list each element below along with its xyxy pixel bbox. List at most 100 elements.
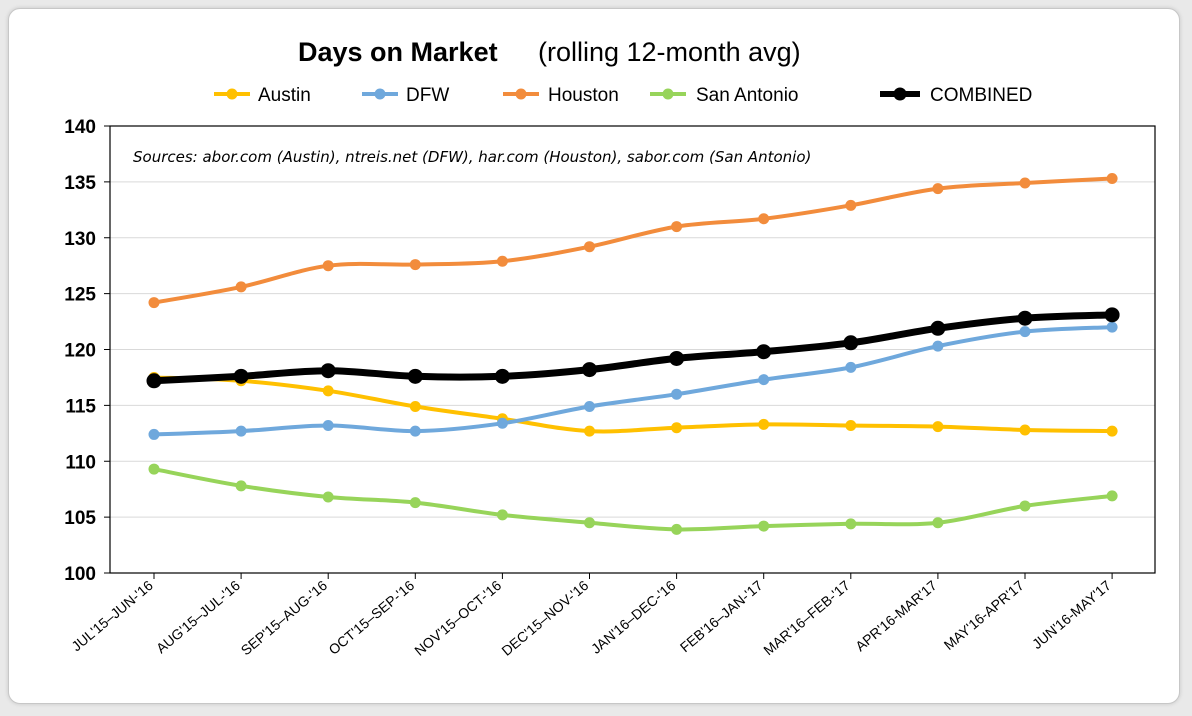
gridlines [110,181,1155,518]
data-point-houston [584,241,595,253]
data-point-san-antonio [235,480,247,492]
data-point-dfw [845,361,857,373]
y-tick-label: 140 [64,117,96,138]
data-point-houston [322,260,334,272]
data-point-houston [932,183,944,195]
legend-item-san-antonio: San Antonio [650,85,798,106]
legend-swatch-marker [662,88,674,100]
data-point-austin [1106,425,1118,437]
data-point-dfw [1019,326,1031,338]
x-tick-label: FEB'16–JAN-'17 [677,577,766,655]
data-point-austin [409,400,421,412]
data-point-san-antonio [1106,490,1118,502]
data-point-houston [235,281,247,293]
data-point-dfw [932,340,944,352]
y-tick-label: 110 [65,452,96,473]
data-point-houston [758,213,770,225]
chart-panel [8,8,1180,704]
legend-item-austin: Austin [214,85,311,106]
data-point-austin [584,425,595,437]
y-tick-label: 120 [64,341,96,362]
chart-title: Days on Market [298,37,498,67]
series-san-antonio [148,463,1118,535]
y-tick-label: 125 [64,285,96,306]
x-tick-label: APR'16-MAR'17 [852,577,940,654]
x-tick-label: JUL'15–JUN-'16 [68,577,156,654]
data-point-houston [671,221,683,233]
x-tick-label: JAN'16–DEC-'16 [588,577,679,657]
series-houston [148,173,1118,309]
data-point-combined [233,368,249,384]
y-tick-label: 130 [64,229,96,250]
series-line-combined [150,311,1116,385]
data-point-combined [930,320,946,336]
data-point-combined [1104,307,1120,323]
data-point-austin [932,421,944,433]
data-point-austin [845,419,857,431]
y-axis: 100 105 110 115 120 125 130 135 140 [64,117,110,585]
data-point-combined [146,373,162,389]
x-tick-label: SEP'15–AUG-'16 [238,577,331,658]
series-line-dfw [152,325,1115,437]
legend-item-dfw: DFW [362,85,449,106]
data-point-dfw [671,388,683,400]
series-combined [146,307,1120,389]
data-point-dfw [1106,321,1118,333]
legend-swatch-marker [374,88,386,100]
data-point-dfw [235,425,247,437]
data-point-houston [1106,173,1118,185]
data-point-austin [1019,424,1031,436]
data-point-san-antonio [932,517,944,529]
data-point-dfw [409,425,421,437]
series-line-austin [152,375,1115,434]
data-point-san-antonio [496,509,508,521]
y-tick-label: 105 [64,508,96,529]
data-point-san-antonio [1019,500,1031,512]
data-point-san-antonio [148,463,160,475]
y-tick-label: 135 [64,173,96,194]
data-point-san-antonio [322,491,334,503]
chart-subtitle: (rolling 12-month avg) [538,37,801,67]
legend-swatch-marker [226,88,238,100]
data-point-houston [845,199,857,211]
sources-annotation: Sources: abor.com (Austin), ntreis.net (… [133,148,811,166]
legend-label: DFW [406,85,449,106]
x-tick-label: AUG'15–JUL-'16 [153,577,243,656]
y-tick-label: 115 [65,396,96,417]
data-point-houston [148,297,160,309]
data-point-san-antonio [758,520,770,532]
x-tick-label: NOV'15–OCT-'16 [411,577,504,659]
data-point-san-antonio [409,497,421,509]
series-line-houston [152,176,1115,305]
series-dfw [148,321,1118,440]
data-point-combined [756,344,772,360]
data-point-houston [1019,177,1031,189]
data-point-austin [322,385,334,397]
data-point-austin [671,422,683,434]
x-tick-label: MAR'16–FEB-'17 [760,577,853,658]
data-point-dfw [496,417,508,429]
data-point-combined [1017,310,1033,326]
y-tick-label: 100 [64,564,96,585]
legend-label: San Antonio [696,85,798,106]
legend-item-houston: Houston [503,85,619,106]
data-point-houston [409,259,421,271]
data-point-dfw [584,400,595,412]
series-line-san-antonio [152,467,1115,532]
data-point-combined [582,362,597,378]
data-point-austin [758,418,770,430]
data-point-san-antonio [845,518,857,530]
data-point-combined [669,350,685,366]
legend-item-combined: COMBINED [880,85,1032,106]
legend-swatch-marker [515,88,527,100]
data-point-dfw [758,374,770,386]
data-point-san-antonio [584,517,595,529]
data-point-combined [494,368,510,384]
data-point-combined [843,335,859,351]
legend-label: Houston [548,85,619,106]
x-tick-label: OCT'15–SEP-'16 [325,577,417,658]
data-point-dfw [148,428,160,440]
data-point-houston [496,255,508,267]
chart-title-group: Days on Market (rolling 12-month avg) [298,37,801,67]
